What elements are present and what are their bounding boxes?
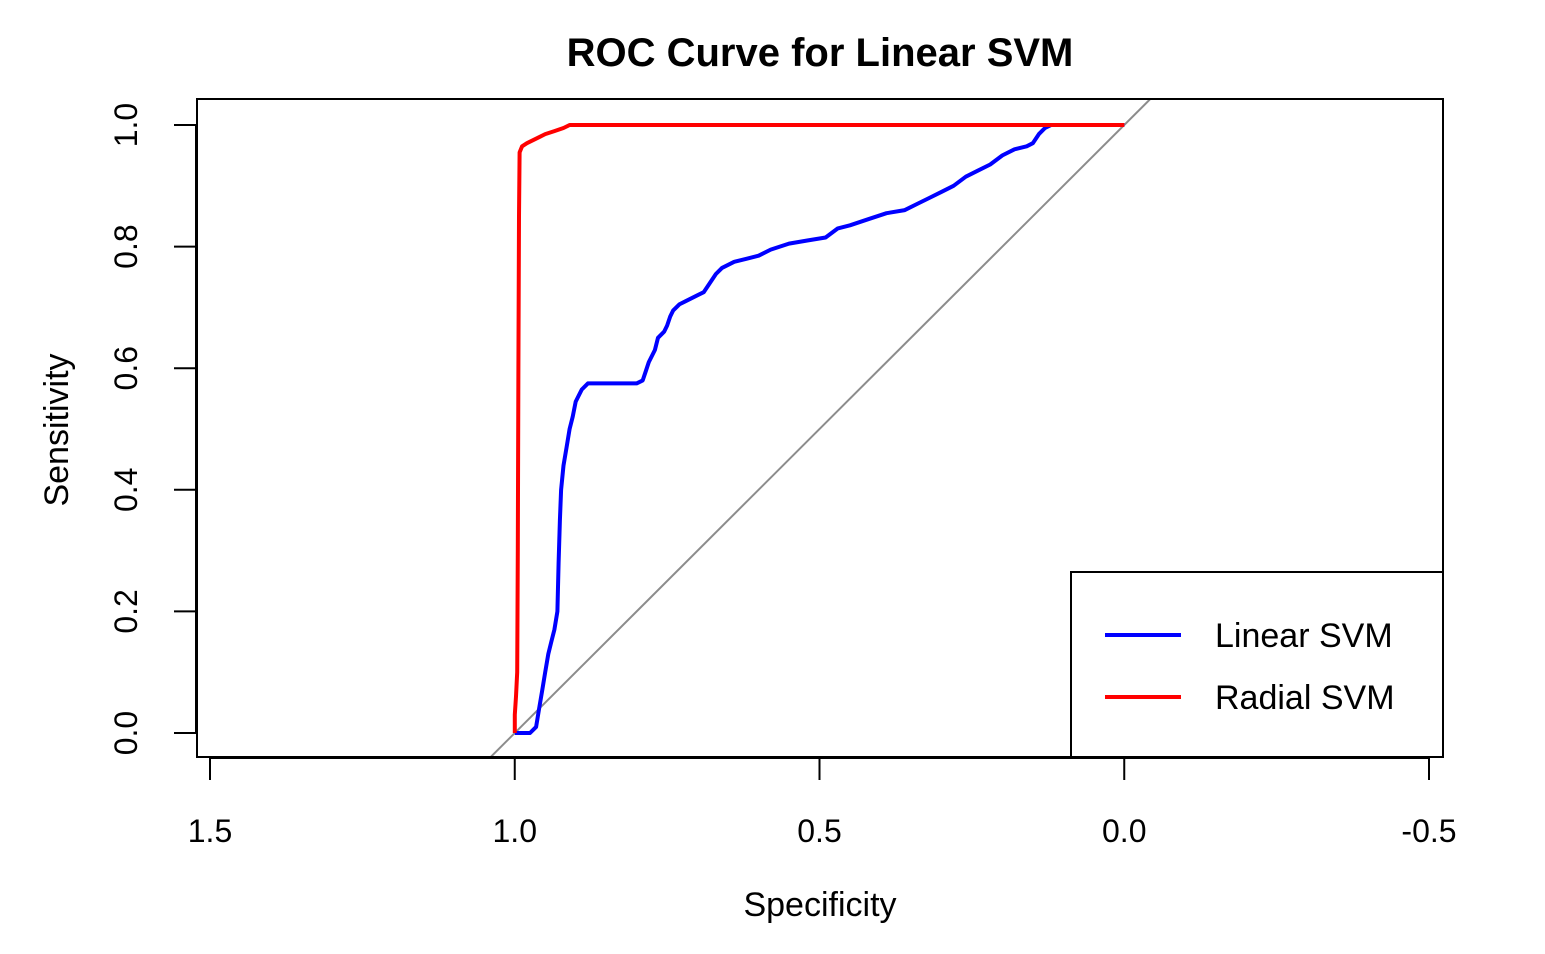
legend-label: Radial SVM — [1215, 679, 1395, 717]
y-tick-label: 0.6 — [108, 346, 144, 390]
y-tick-label: 1.0 — [108, 103, 144, 147]
x-tick-label: 1.5 — [188, 813, 232, 849]
x-axis-label: Specificity — [743, 886, 896, 924]
legend-label: Linear SVM — [1215, 617, 1393, 655]
x-tick-label: 0.0 — [1102, 813, 1146, 849]
y-tick-label: 0.8 — [108, 224, 144, 268]
y-tick-label: 0.4 — [108, 468, 144, 512]
y-axis-label: Sensitivity — [38, 353, 76, 506]
x-tick-label: 1.0 — [493, 813, 537, 849]
reference-diagonal-line — [489, 99, 1152, 757]
chart-title: ROC Curve for Linear SVM — [567, 31, 1074, 75]
x-tick-label: -0.5 — [1401, 813, 1456, 849]
y-tick-label: 0.0 — [108, 711, 144, 755]
y-axis: 0.0 0.2 0.4 0.6 0.8 1.0 — [108, 103, 197, 755]
x-axis: 1.5 1.0 0.5 0.0 -0.5 — [188, 757, 1457, 849]
legend-box — [1070, 571, 1444, 758]
legend: Linear SVM Radial SVM — [1070, 571, 1444, 758]
series-line-radial-svm — [512, 123, 1125, 733]
x-tick-label: 0.5 — [797, 813, 841, 849]
series-line-linear-svm — [514, 123, 1125, 735]
y-tick-label: 0.2 — [108, 589, 144, 633]
